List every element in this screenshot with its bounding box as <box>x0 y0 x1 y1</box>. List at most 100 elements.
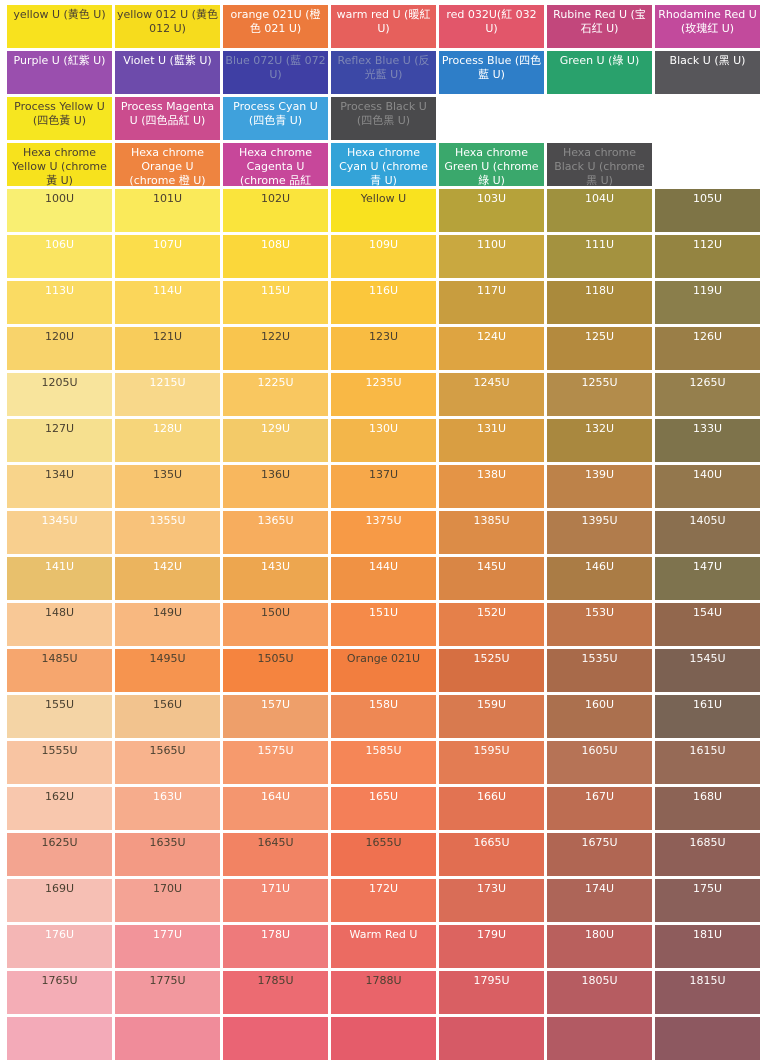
pantone-swatch: 1685U <box>655 833 760 876</box>
pantone-swatch: 1775U <box>115 971 220 1014</box>
ink-name-swatch: Hexa chrome Yellow U (chrome 黃 U) <box>7 143 112 186</box>
pantone-swatch: 1355U <box>115 511 220 554</box>
ink-name-swatch: orange 021U (橙色 021 U) <box>223 5 328 48</box>
ink-name-swatch: warm red U (暖紅 U) <box>331 5 436 48</box>
color-swatch-grid: yellow U (黄色 U) yellow 012 U (黄色 012 U) or… <box>7 5 760 1060</box>
pantone-swatch: 142U <box>115 557 220 600</box>
pantone-swatch: 172U <box>331 879 436 922</box>
pantone-swatch: 108U <box>223 235 328 278</box>
ink-name-swatch: Rubine Red U (宝石红 U) <box>547 5 652 48</box>
pantone-swatch: 125U <box>547 327 652 370</box>
pantone-swatch: 1605U <box>547 741 652 784</box>
pantone-swatch: 1405U <box>655 511 760 554</box>
pantone-swatch: 180U <box>547 925 652 968</box>
pantone-swatch: 141U <box>7 557 112 600</box>
ink-name-swatch: Hexa chrome Black U (chrome 黑 U) <box>547 143 652 186</box>
pantone-swatch: 1785U <box>223 971 328 1014</box>
pantone-swatch: 1525U <box>439 649 544 692</box>
pantone-swatch: 135U <box>115 465 220 508</box>
pantone-swatch: 127U <box>7 419 112 462</box>
pantone-swatch: 143U <box>223 557 328 600</box>
pantone-swatch: 1795U <box>439 971 544 1014</box>
pantone-swatch: 155U <box>7 695 112 738</box>
pantone-swatch: 115U <box>223 281 328 324</box>
pantone-swatch: 109U <box>331 235 436 278</box>
pantone-swatch: 161U <box>655 695 760 738</box>
pantone-swatch <box>547 1017 652 1060</box>
pantone-swatch: 120U <box>7 327 112 370</box>
ink-name-swatch: Process Black U (四色黑 U) <box>331 97 436 140</box>
pantone-swatch: 1675U <box>547 833 652 876</box>
pantone-swatch: Orange 021U <box>331 649 436 692</box>
pantone-swatch: 178U <box>223 925 328 968</box>
pantone-swatch: 1235U <box>331 373 436 416</box>
ink-name-swatch: Purple U (紅紫 U) <box>7 51 112 94</box>
pantone-swatch: 116U <box>331 281 436 324</box>
pantone-swatch: 105U <box>655 189 760 232</box>
ink-name-swatch: Process Yellow U (四色黃 U) <box>7 97 112 140</box>
pantone-swatch: 145U <box>439 557 544 600</box>
pantone-swatch: 153U <box>547 603 652 646</box>
pantone-swatch: 122U <box>223 327 328 370</box>
ink-name-swatch: Hexa chrome Cagenta U (chrome 品紅 <box>223 143 328 186</box>
pantone-swatch: 1585U <box>331 741 436 784</box>
pantone-swatch: 156U <box>115 695 220 738</box>
pantone-swatch: 137U <box>331 465 436 508</box>
pantone-swatch: 1345U <box>7 511 112 554</box>
pantone-swatch: 1615U <box>655 741 760 784</box>
pantone-swatch: 151U <box>331 603 436 646</box>
pantone-swatch: 150U <box>223 603 328 646</box>
pantone-swatch: 100U <box>7 189 112 232</box>
pantone-swatch: 110U <box>439 235 544 278</box>
pantone-swatch <box>655 1017 760 1060</box>
pantone-swatch: 1215U <box>115 373 220 416</box>
pantone-swatch: 1805U <box>547 971 652 1014</box>
pantone-swatch: 130U <box>331 419 436 462</box>
pantone-swatch: 124U <box>439 327 544 370</box>
pantone-swatch: 1365U <box>223 511 328 554</box>
pantone-swatch: 121U <box>115 327 220 370</box>
pantone-swatch: 129U <box>223 419 328 462</box>
pantone-swatch: 1575U <box>223 741 328 784</box>
pantone-swatch: 133U <box>655 419 760 462</box>
pantone-swatch: 169U <box>7 879 112 922</box>
pantone-swatch: 167U <box>547 787 652 830</box>
pantone-swatch: 1375U <box>331 511 436 554</box>
ink-name-swatch: Reflex Blue U (反光藍 U) <box>331 51 436 94</box>
pantone-swatch: Warm Red U <box>331 925 436 968</box>
pantone-swatch: 1565U <box>115 741 220 784</box>
pantone-swatch: 103U <box>439 189 544 232</box>
pantone-swatch: 158U <box>331 695 436 738</box>
pantone-swatch: 168U <box>655 787 760 830</box>
pantone-swatch: 1505U <box>223 649 328 692</box>
pantone-swatch: 1655U <box>331 833 436 876</box>
pantone-swatch: 1815U <box>655 971 760 1014</box>
pantone-swatch: 132U <box>547 419 652 462</box>
pantone-swatch: 136U <box>223 465 328 508</box>
pantone-swatch: 1265U <box>655 373 760 416</box>
pantone-swatch <box>439 1017 544 1060</box>
ink-name-swatch: Process Cyan U (四色青 U) <box>223 97 328 140</box>
pantone-swatch: 177U <box>115 925 220 968</box>
pantone-swatch: 114U <box>115 281 220 324</box>
pantone-swatch <box>331 1017 436 1060</box>
pantone-swatch: 159U <box>439 695 544 738</box>
ink-name-swatch: Rhodamine Red U (玫瑰红 U) <box>655 5 760 48</box>
ink-name-swatch: Violet U (藍紫 U) <box>115 51 220 94</box>
pantone-swatch: 104U <box>547 189 652 232</box>
pantone-swatch: 1245U <box>439 373 544 416</box>
pantone-swatch <box>223 1017 328 1060</box>
pantone-swatch: 174U <box>547 879 652 922</box>
pantone-swatch: 1205U <box>7 373 112 416</box>
pantone-swatch: 162U <box>7 787 112 830</box>
pantone-swatch: 171U <box>223 879 328 922</box>
pantone-swatch: 1385U <box>439 511 544 554</box>
pantone-swatch: 163U <box>115 787 220 830</box>
pantone-swatch: 1765U <box>7 971 112 1014</box>
pantone-swatch: 181U <box>655 925 760 968</box>
pantone-swatch: 131U <box>439 419 544 462</box>
pantone-swatch: 106U <box>7 235 112 278</box>
pantone-swatch: 1625U <box>7 833 112 876</box>
pantone-swatch: 152U <box>439 603 544 646</box>
pantone-swatch: 1255U <box>547 373 652 416</box>
